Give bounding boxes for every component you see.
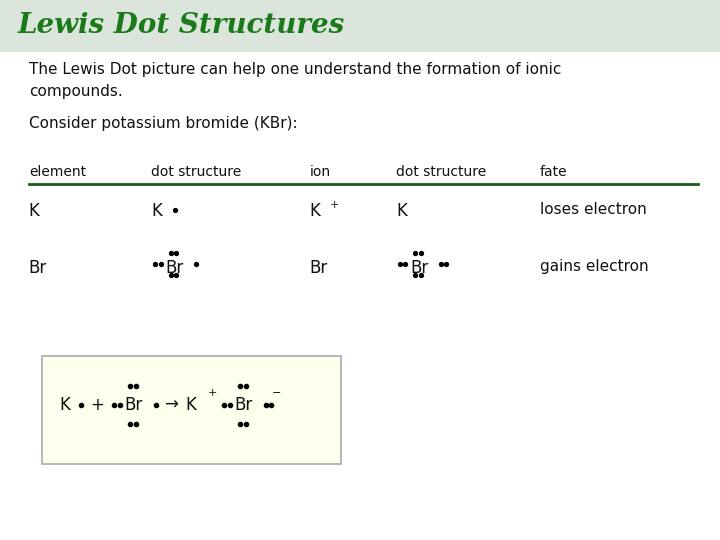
Text: Br: Br bbox=[29, 259, 47, 277]
Text: dot structure: dot structure bbox=[151, 165, 241, 179]
Text: compounds.: compounds. bbox=[29, 84, 122, 99]
Text: K: K bbox=[29, 202, 40, 220]
Text: gains electron: gains electron bbox=[540, 259, 649, 274]
Text: K: K bbox=[310, 202, 320, 220]
Text: loses electron: loses electron bbox=[540, 202, 647, 218]
Text: −: − bbox=[272, 388, 282, 398]
Text: →: → bbox=[164, 396, 178, 414]
Text: +: + bbox=[90, 396, 104, 414]
Text: K: K bbox=[60, 396, 71, 414]
Text: +: + bbox=[330, 200, 339, 210]
Text: Br: Br bbox=[125, 396, 143, 414]
Text: dot structure: dot structure bbox=[396, 165, 486, 179]
Text: The Lewis Dot picture can help one understand the formation of ionic: The Lewis Dot picture can help one under… bbox=[29, 62, 561, 77]
FancyBboxPatch shape bbox=[42, 356, 341, 464]
Text: ion: ion bbox=[310, 165, 330, 179]
Text: +: + bbox=[207, 388, 217, 398]
Text: K: K bbox=[151, 202, 162, 220]
Text: Br: Br bbox=[166, 259, 184, 277]
Text: Br: Br bbox=[410, 259, 428, 277]
Text: Br: Br bbox=[235, 396, 253, 414]
Text: element: element bbox=[29, 165, 86, 179]
Text: fate: fate bbox=[540, 165, 567, 179]
Text: Lewis Dot Structures: Lewis Dot Structures bbox=[18, 12, 346, 39]
Text: K: K bbox=[396, 202, 407, 220]
Text: Br: Br bbox=[310, 259, 328, 277]
Text: K: K bbox=[186, 396, 197, 414]
FancyBboxPatch shape bbox=[0, 0, 720, 52]
Text: Consider potassium bromide (KBr):: Consider potassium bromide (KBr): bbox=[29, 116, 297, 131]
